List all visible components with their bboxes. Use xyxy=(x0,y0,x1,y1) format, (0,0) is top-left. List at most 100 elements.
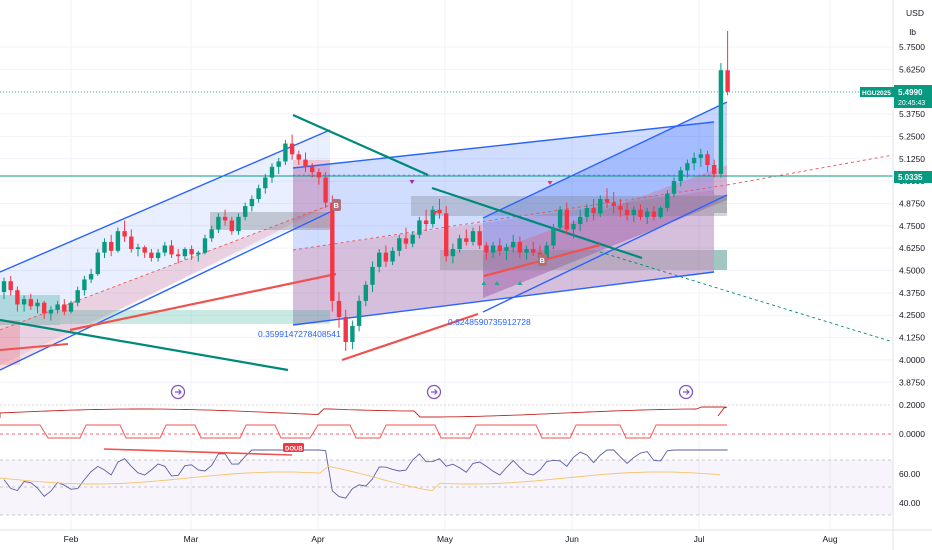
candle-body xyxy=(236,216,241,232)
candle-body xyxy=(524,249,529,253)
candle-body xyxy=(42,302,47,314)
channel-mid-top xyxy=(292,121,715,169)
candle-body xyxy=(15,290,20,305)
pane-tick-label: 0.2000 xyxy=(899,400,925,410)
candle-body xyxy=(571,224,576,230)
candle-body xyxy=(155,252,161,258)
symbol-tag-text: HGU2025 xyxy=(862,90,891,97)
candle-body xyxy=(671,181,677,194)
candle-body xyxy=(691,157,697,164)
event-marker-arrow xyxy=(683,389,690,395)
price-tick-label: 4.3750 xyxy=(899,288,925,298)
candle-body xyxy=(229,220,234,232)
signal-tag xyxy=(332,199,341,211)
zone-gray-3 xyxy=(440,250,727,270)
candle-body xyxy=(557,209,563,228)
time-tick-label: Jul xyxy=(694,534,705,544)
fib-label-left: 0.3599147278408541 xyxy=(258,329,341,339)
channel-left-mid xyxy=(0,204,331,331)
zone-green-jul xyxy=(714,250,727,270)
candle-body xyxy=(129,236,134,250)
level-tag-bg xyxy=(894,171,932,183)
price-tick-label: 5.1250 xyxy=(899,154,925,164)
time-tick-label: Aug xyxy=(822,534,837,544)
candle-body xyxy=(363,284,368,301)
oscillator-signal-line xyxy=(0,465,721,492)
candle-body xyxy=(678,170,683,182)
zone-red-left xyxy=(0,320,20,365)
candle-body xyxy=(638,209,643,217)
candle-body xyxy=(477,231,482,246)
candle-body xyxy=(437,209,442,214)
teal-line-1 xyxy=(0,318,289,372)
candle-body xyxy=(651,211,657,217)
candle-body xyxy=(316,172,322,178)
channel-right-bottom xyxy=(482,194,728,313)
candle-body xyxy=(296,154,301,160)
candle-body xyxy=(718,70,724,174)
time-tick-label: Feb xyxy=(64,534,79,544)
candle-body xyxy=(310,166,315,173)
channel-left-lower-fill xyxy=(0,205,330,370)
candle-body xyxy=(618,206,623,210)
candle-body xyxy=(21,299,27,305)
channel-left-bottom xyxy=(0,211,331,371)
candle-body xyxy=(102,241,107,253)
teal-line-3 xyxy=(431,186,643,260)
candle-body xyxy=(423,220,429,225)
indicator-1-tail xyxy=(717,406,728,417)
candle-body xyxy=(591,207,596,214)
price-tick-label: 4.5000 xyxy=(899,266,925,276)
price-tick-label: 4.2500 xyxy=(899,310,925,320)
candle-body xyxy=(410,234,415,244)
candle-body xyxy=(457,238,462,250)
candle-body xyxy=(149,252,154,258)
candle-body xyxy=(531,249,536,253)
price-tick-label: 4.7500 xyxy=(899,221,925,231)
time-tick-label: Mar xyxy=(184,534,199,544)
candle-body xyxy=(142,247,147,253)
unit-label[interactable]: lb xyxy=(909,27,916,37)
candle-body xyxy=(28,299,33,307)
candle-body xyxy=(289,143,295,155)
signal-tag xyxy=(538,254,547,266)
candle-body xyxy=(450,249,456,257)
channel-right-top xyxy=(482,101,728,219)
candle-body xyxy=(705,154,710,166)
indicator-panes: DOUB xyxy=(0,404,893,516)
candle-body xyxy=(658,207,663,217)
fib-label-right: 0.8248590735912728 xyxy=(448,317,531,327)
candle-body xyxy=(48,309,54,314)
candle-body xyxy=(209,229,214,239)
candle-body xyxy=(216,216,221,230)
candle-body xyxy=(725,70,730,92)
candle-body xyxy=(470,231,476,242)
zone-green-feb xyxy=(60,310,330,324)
candle-body xyxy=(403,238,409,244)
candle-body xyxy=(504,247,509,251)
currency-label[interactable]: USD xyxy=(906,8,924,18)
candle-body xyxy=(276,161,281,167)
marker-triangle xyxy=(432,211,438,215)
level-tag-value: 5.0335 xyxy=(898,173,923,182)
price-tag-value: 5.4990 xyxy=(898,88,923,97)
candle-body xyxy=(444,213,449,257)
candle-body xyxy=(323,177,328,203)
candle-body xyxy=(464,238,469,242)
candle-body xyxy=(115,231,121,251)
candle-body xyxy=(55,304,60,310)
price-tag-bg xyxy=(894,85,932,108)
candle-body xyxy=(189,249,194,255)
channel-mid-red-fill xyxy=(293,190,714,325)
channel-mid-mid xyxy=(292,184,728,251)
last-price-tag[interactable]: HGU2025 5.4990 20:45:43 xyxy=(860,85,932,108)
red-line-2 xyxy=(69,272,337,332)
candle-body xyxy=(665,193,670,208)
channel-mid-fill xyxy=(293,122,714,325)
zone-gray-2 xyxy=(411,196,727,216)
time-tick-label: Jun xyxy=(565,534,579,544)
price-tick-label: 5.2500 xyxy=(899,131,925,141)
pane-tick-label: 40.00 xyxy=(899,498,921,508)
